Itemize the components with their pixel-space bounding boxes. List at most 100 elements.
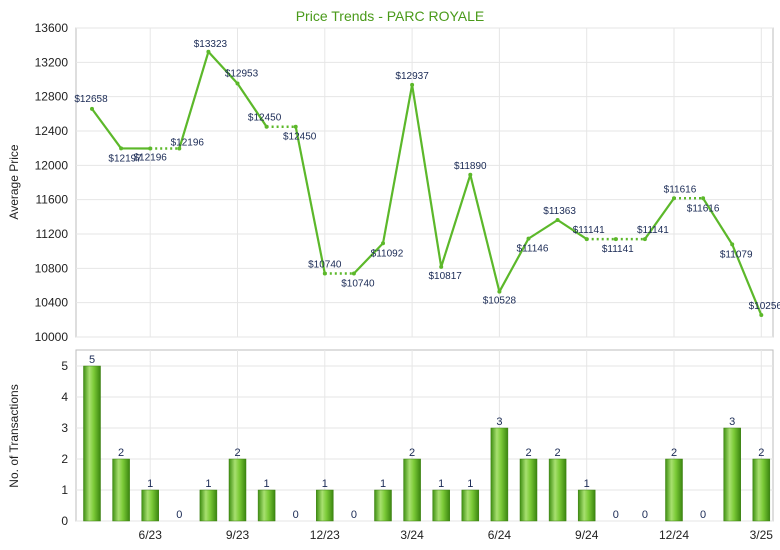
price-point-21 bbox=[701, 196, 706, 201]
price-point-23 bbox=[759, 313, 764, 318]
price-points bbox=[90, 49, 764, 318]
transaction-bar-10 bbox=[374, 489, 392, 522]
price-data-label-22: $11079 bbox=[720, 249, 753, 260]
x-tick-label-2: 12/23 bbox=[310, 528, 340, 542]
price-y-tick-3: 11200 bbox=[36, 227, 69, 241]
transaction-bar-label-12: 1 bbox=[438, 478, 444, 490]
price-y-tick-2: 10800 bbox=[35, 261, 69, 275]
transaction-bar-label-0: 5 bbox=[89, 354, 95, 366]
transaction-bar-label-14: 3 bbox=[496, 416, 502, 428]
price-data-label-16: $11363 bbox=[543, 206, 576, 217]
x-tick-label-5: 9/24 bbox=[575, 528, 599, 542]
transactions-y-tick-0: 0 bbox=[61, 514, 68, 528]
price-data-label-4: $13323 bbox=[194, 39, 228, 50]
price-segment-19 bbox=[644, 197, 675, 240]
x-tick-label-7: 3/25 bbox=[750, 528, 774, 542]
price-data-label-0: $12658 bbox=[74, 94, 108, 105]
price-point-3 bbox=[177, 146, 182, 151]
price-segment-16 bbox=[556, 219, 588, 240]
price-point-1 bbox=[119, 146, 124, 151]
transaction-bar-14 bbox=[490, 427, 509, 522]
chart-title: Price Trends - PARC ROYALE bbox=[296, 8, 485, 24]
price-segment-7 bbox=[294, 126, 326, 274]
price-point-7 bbox=[293, 124, 298, 129]
transaction-bar-0 bbox=[83, 365, 101, 522]
price-point-22 bbox=[730, 242, 735, 247]
price-segment-11 bbox=[411, 84, 443, 268]
price-panel: 10000 10400 10800 11200 11600 12000 12400 12800… bbox=[7, 21, 780, 344]
price-point-9 bbox=[351, 271, 356, 276]
price-data-label-12: $10817 bbox=[429, 271, 463, 282]
transaction-bar-label-17: 1 bbox=[584, 478, 590, 490]
price-segment-21 bbox=[702, 197, 734, 245]
price-segment-12 bbox=[440, 174, 472, 268]
transactions-y-tick-1: 1 bbox=[61, 483, 68, 497]
price-data-label-18: $11141 bbox=[602, 244, 634, 255]
price-data-label-10: $11092 bbox=[371, 248, 404, 259]
transaction-bar-11 bbox=[403, 458, 421, 522]
price-segment-4 bbox=[207, 51, 239, 85]
transaction-bar-label-20: 2 bbox=[671, 447, 677, 459]
price-point-12 bbox=[439, 264, 444, 269]
price-y-tick-5: 12000 bbox=[35, 158, 69, 172]
transaction-bar-label-19: 0 bbox=[642, 509, 648, 521]
transaction-bar-15 bbox=[519, 458, 538, 522]
price-segment-10 bbox=[381, 84, 414, 244]
price-data-label-7: $12450 bbox=[283, 132, 317, 143]
price-y-tick-0: 10000 bbox=[35, 330, 69, 344]
price-point-8 bbox=[322, 271, 327, 276]
transaction-bar-12 bbox=[432, 489, 450, 522]
transaction-bar-23 bbox=[752, 458, 771, 522]
price-point-11 bbox=[410, 82, 415, 87]
price-point-6 bbox=[264, 124, 269, 129]
transaction-bar-8 bbox=[316, 489, 334, 522]
transaction-bar-label-18: 0 bbox=[613, 509, 619, 521]
price-segment-13 bbox=[469, 174, 501, 292]
price-segment-9 bbox=[353, 242, 384, 275]
transaction-bar-label-11: 2 bbox=[409, 447, 415, 459]
price-point-0 bbox=[90, 106, 94, 111]
price-point-19 bbox=[642, 237, 647, 242]
transaction-bar-1 bbox=[112, 458, 130, 522]
x-tick-label-3: 3/24 bbox=[400, 528, 424, 542]
transactions-y-tick-5: 5 bbox=[61, 359, 68, 373]
price-segment-0 bbox=[91, 108, 122, 150]
price-data-label-9: $10740 bbox=[341, 278, 375, 289]
transactions-y-ticks: 0 1 2 3 4 5 bbox=[61, 359, 68, 528]
transaction-bar-label-15: 2 bbox=[525, 447, 531, 459]
transaction-bar-17 bbox=[577, 489, 596, 522]
transactions-y-tick-4: 4 bbox=[61, 390, 68, 404]
transaction-bar-label-22: 3 bbox=[729, 416, 735, 428]
price-data-label-15: $11146 bbox=[517, 244, 549, 255]
transaction-bar-label-6: 1 bbox=[264, 478, 270, 490]
transaction-bar-label-23: 2 bbox=[758, 447, 764, 459]
price-point-15 bbox=[526, 236, 531, 241]
price-y-tick-7: 12800 bbox=[35, 90, 69, 104]
price-data-label-13: $11890 bbox=[454, 161, 487, 172]
price-data-label-5: $12953 bbox=[225, 69, 259, 80]
x-tick-label-0: 6/23 bbox=[139, 528, 163, 542]
price-point-14 bbox=[497, 289, 502, 294]
x-tick-label-1: 9/23 bbox=[226, 528, 250, 542]
transaction-bar-label-3: 0 bbox=[176, 509, 182, 521]
transaction-bar-label-21: 0 bbox=[700, 509, 706, 521]
transaction-bar-4 bbox=[199, 489, 218, 522]
transaction-bar-20 bbox=[665, 458, 683, 522]
price-segment-15 bbox=[527, 219, 559, 240]
transactions-panel: 0 1 2 3 4 5 No. of Transactions 5 2 1 0 1 2 1 0 1 0 1 2 1… bbox=[7, 349, 774, 542]
transaction-bars bbox=[83, 365, 771, 522]
x-tick-label-6: 12/24 bbox=[659, 528, 689, 542]
price-segment-22 bbox=[731, 243, 763, 316]
transaction-bar-16 bbox=[548, 458, 567, 522]
price-point-17 bbox=[584, 237, 589, 242]
price-data-label-20: $11616 bbox=[664, 184, 697, 195]
price-y-tick-4: 11600 bbox=[36, 193, 69, 207]
price-data-label-23: $10256 bbox=[749, 301, 780, 312]
price-point-20 bbox=[672, 196, 676, 201]
price-data-label-3: $12196 bbox=[171, 138, 205, 149]
x-tick-labels: 6/23 9/23 12/23 3/24 6/24 9/24 12/24 3/25 bbox=[139, 528, 774, 542]
price-y-tick-9: 13600 bbox=[35, 21, 69, 35]
transaction-bar-label-16: 2 bbox=[555, 447, 561, 459]
price-point-10 bbox=[381, 241, 385, 246]
